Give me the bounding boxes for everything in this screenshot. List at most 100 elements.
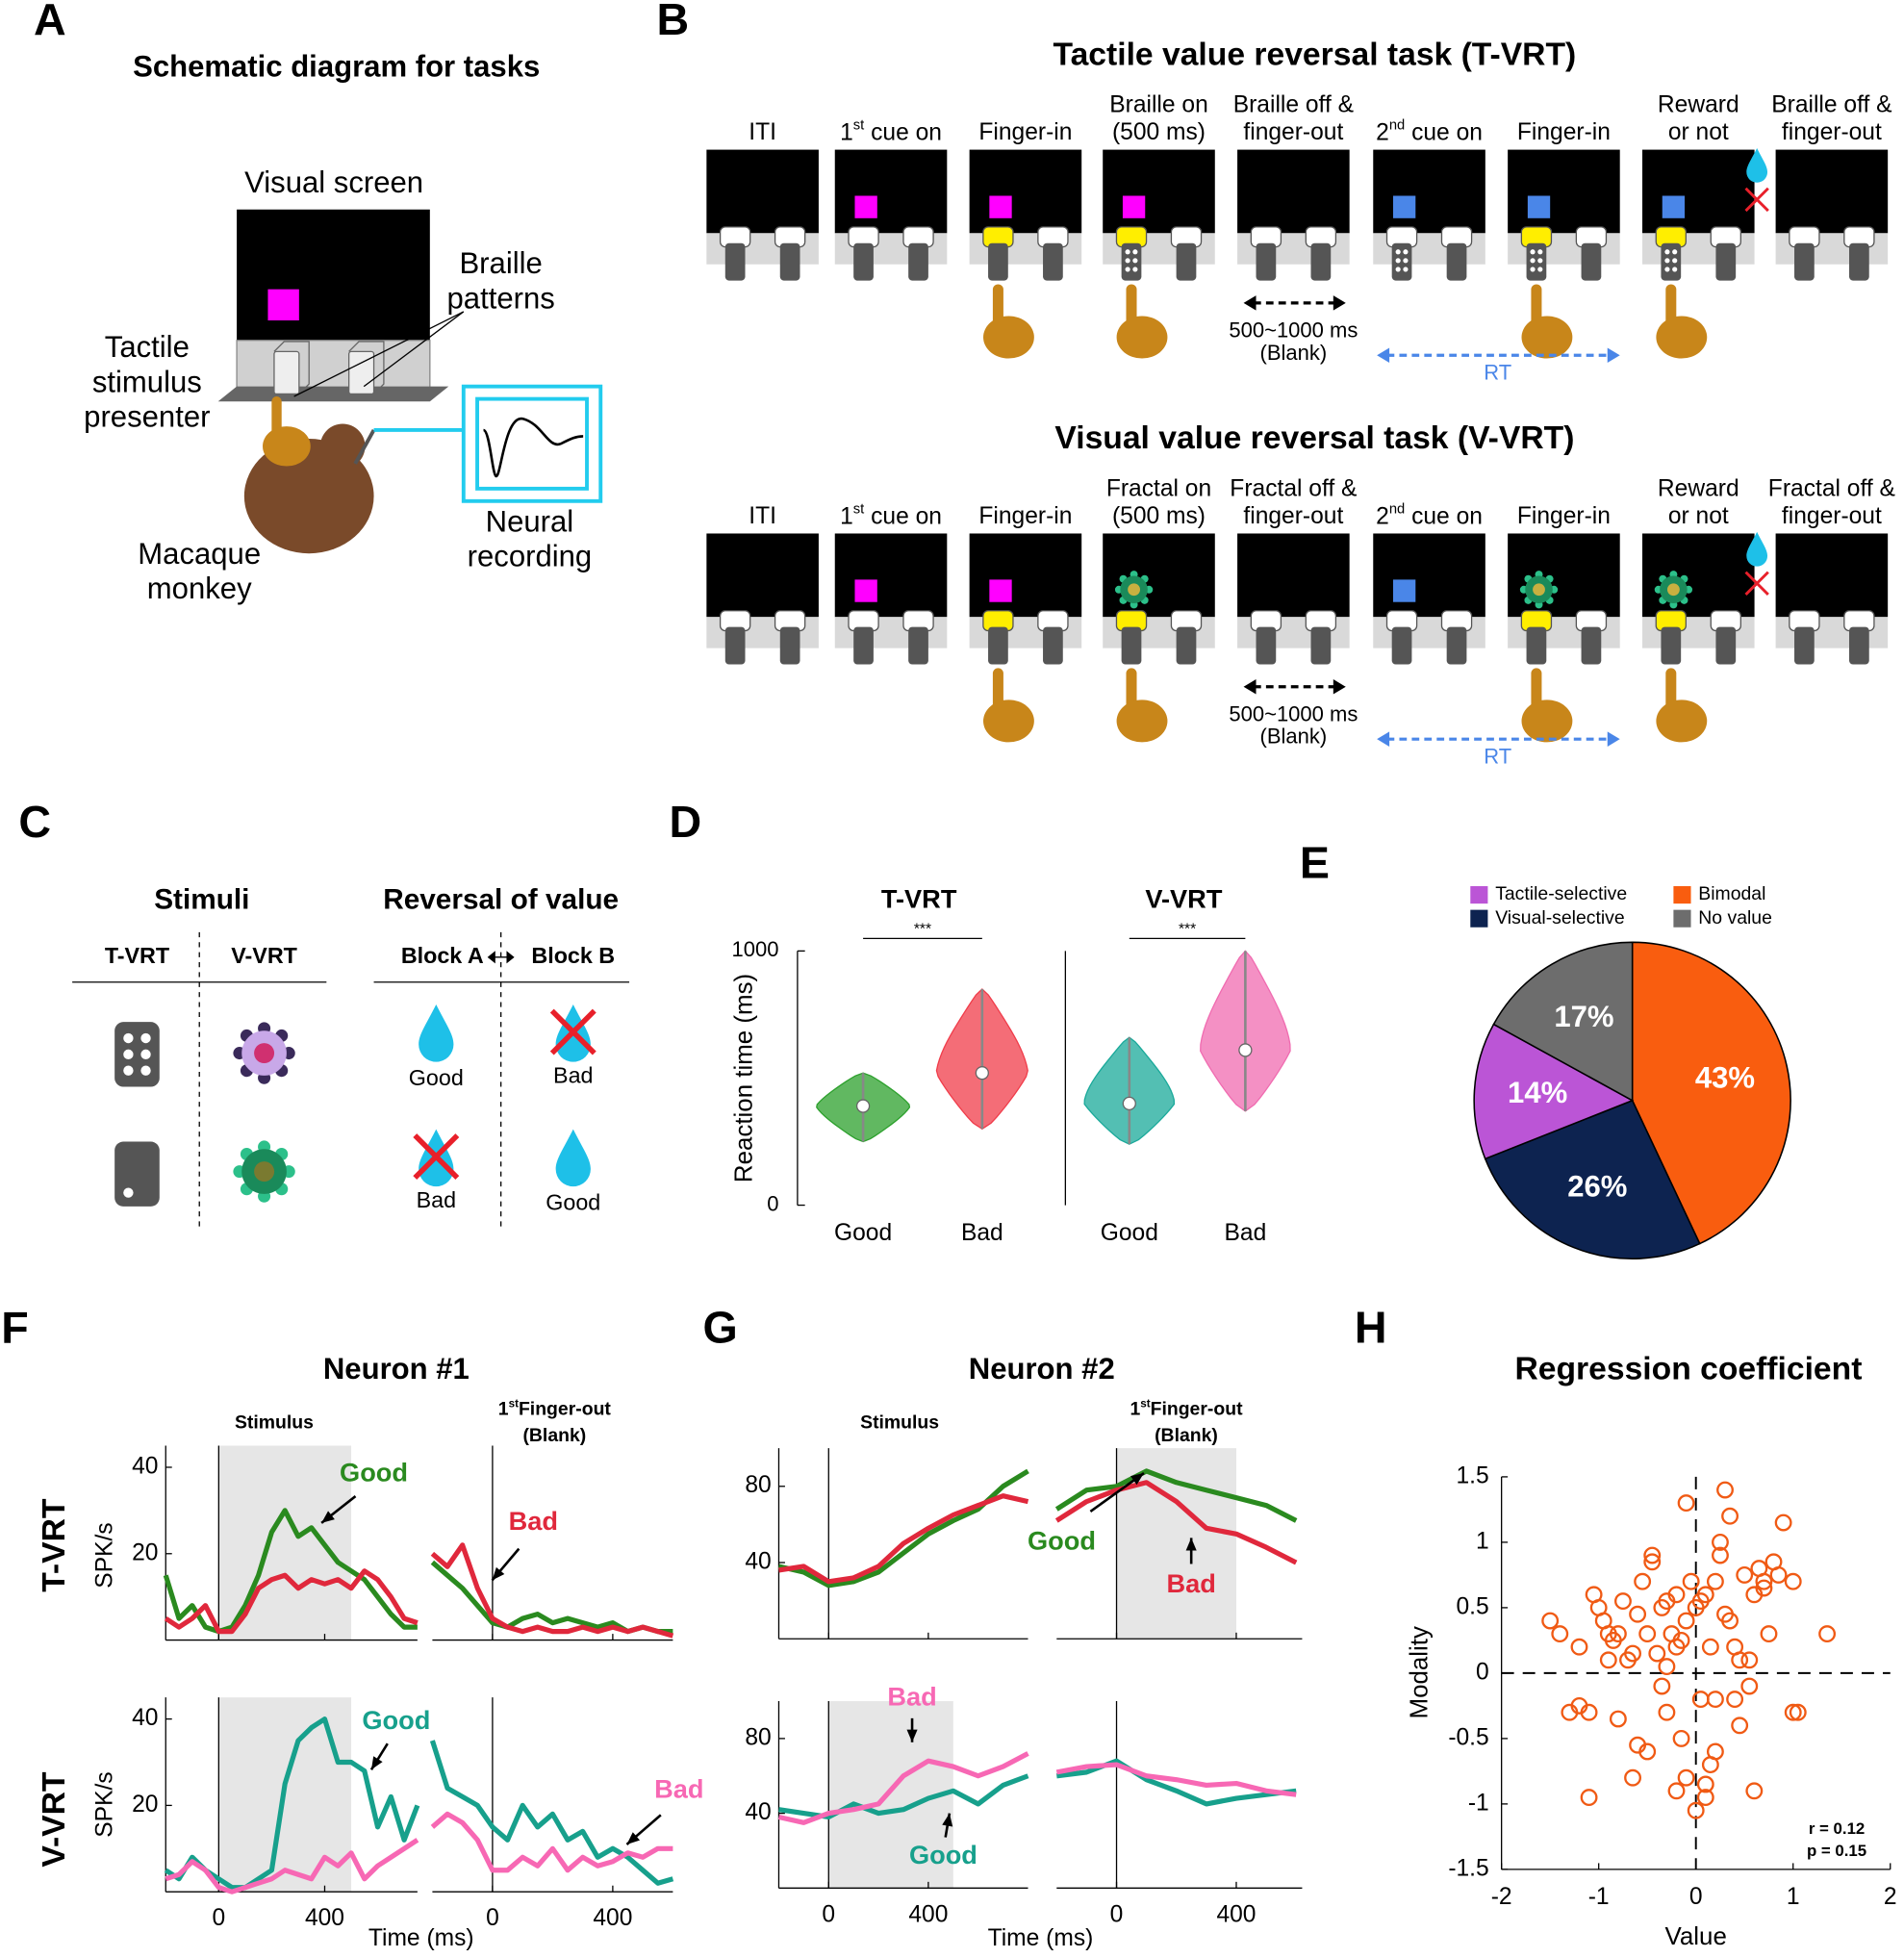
braille-dot	[1125, 249, 1130, 255]
finger	[1665, 284, 1677, 327]
step-label: ITI	[749, 119, 776, 145]
y-tick-label: 0	[767, 1191, 778, 1215]
x-tick-label: 400	[305, 1905, 344, 1931]
button	[1446, 242, 1467, 281]
legend-label: No value	[1698, 907, 1772, 928]
step-label: Reward	[1658, 92, 1739, 118]
button	[1176, 242, 1197, 281]
x-tick-label: 400	[1216, 1901, 1256, 1927]
label: Stimuli	[154, 883, 249, 915]
point	[1609, 1625, 1627, 1643]
task-screen	[1373, 533, 1485, 618]
button	[908, 626, 928, 665]
y-tick-label: 0	[1476, 1659, 1489, 1685]
y-tick-label: 40	[745, 1799, 771, 1825]
panel-label: C	[18, 797, 51, 847]
pointer	[293, 311, 465, 397]
label: stimulus	[92, 365, 202, 398]
finger	[271, 396, 282, 437]
row-label: V-VRT	[37, 1771, 72, 1868]
button	[988, 626, 1008, 665]
braille-dot	[1530, 258, 1536, 264]
label: Visual screen	[244, 165, 423, 199]
step-label: Braille off &	[1233, 92, 1355, 118]
button	[1121, 626, 1142, 665]
y-tick-label: -1.5	[1448, 1855, 1488, 1881]
button	[1391, 626, 1412, 665]
x-label: Time (ms)	[368, 1925, 474, 1951]
y-tick-label: 20	[132, 1539, 158, 1565]
task-screen	[1508, 149, 1620, 234]
step-label: Finger-in	[1517, 119, 1611, 145]
trace	[1054, 1480, 1298, 1565]
braille-dot	[1530, 267, 1536, 272]
cross	[1744, 187, 1769, 213]
point	[1789, 1703, 1807, 1721]
step-label: ITI	[749, 503, 776, 529]
label: Block B	[531, 943, 615, 968]
label: monkey	[147, 572, 252, 605]
y-tick-label: 40	[745, 1549, 771, 1575]
braille-dot	[1403, 267, 1409, 272]
label: presenter	[84, 400, 210, 434]
median	[855, 1099, 871, 1113]
panel-label: F	[1, 1303, 28, 1353]
row-label: T-VRT	[37, 1498, 72, 1592]
label-part: cue on	[1405, 119, 1483, 145]
point	[1755, 1579, 1773, 1597]
x-label: Value	[1665, 1923, 1727, 1950]
point	[1541, 1612, 1560, 1630]
point	[1696, 1789, 1714, 1807]
point	[1638, 1742, 1657, 1761]
y-tick-label: 40	[132, 1453, 158, 1479]
button	[853, 626, 874, 665]
braille-dot	[1132, 267, 1138, 272]
braille-dot	[1403, 258, 1409, 264]
annotation-arrowhead	[492, 1566, 505, 1581]
step-label: or not	[1668, 503, 1729, 529]
point	[1599, 1651, 1617, 1669]
hand	[1116, 316, 1168, 359]
step-label: Fractal off &	[1230, 476, 1358, 502]
label: recording	[468, 540, 593, 573]
braille-dot	[1395, 267, 1401, 272]
annotation-arrowhead	[370, 1756, 383, 1770]
step-label: Braille on	[1109, 92, 1208, 118]
x-label: Time (ms)	[988, 1925, 1094, 1951]
finger	[992, 284, 1003, 327]
step-label: Finger-in	[978, 119, 1072, 145]
hand	[1656, 316, 1708, 359]
chart-title: Neuron #1	[323, 1352, 470, 1386]
trace	[778, 1493, 1029, 1585]
button	[1310, 242, 1332, 281]
data-label: 26%	[1567, 1170, 1627, 1204]
task-screen	[706, 149, 819, 234]
chart-title: Neuron #2	[969, 1352, 1115, 1386]
button	[1121, 242, 1142, 281]
cue-square	[1122, 195, 1146, 218]
fractal-core	[1128, 583, 1141, 597]
step-label: (500 ms)	[1112, 119, 1206, 145]
column-header: (Blank)	[1155, 1425, 1218, 1446]
y-tick-label: 1	[1476, 1528, 1489, 1554]
trace	[777, 1751, 1029, 1825]
point	[1721, 1507, 1739, 1525]
braille-dot	[1132, 249, 1138, 255]
legend-label: Bimodal	[1698, 883, 1765, 904]
column-header: 1stFinger-out	[498, 1397, 612, 1420]
label: Reversal of value	[383, 883, 619, 915]
pie-slice	[1473, 1023, 1635, 1160]
y-tick-label: -0.5	[1448, 1724, 1488, 1750]
braille-box-side	[348, 341, 385, 394]
finger	[1665, 668, 1677, 711]
point	[1769, 1565, 1788, 1584]
point	[1667, 1586, 1686, 1604]
point	[1745, 1782, 1764, 1800]
annotation: Bad	[509, 1506, 558, 1536]
x-tick-label: 0	[1689, 1884, 1703, 1910]
fractal-core	[1666, 583, 1680, 597]
task-screen	[1775, 149, 1889, 234]
braille-cell	[114, 1141, 160, 1207]
braille-dot	[123, 1065, 134, 1076]
finger	[1126, 668, 1137, 711]
